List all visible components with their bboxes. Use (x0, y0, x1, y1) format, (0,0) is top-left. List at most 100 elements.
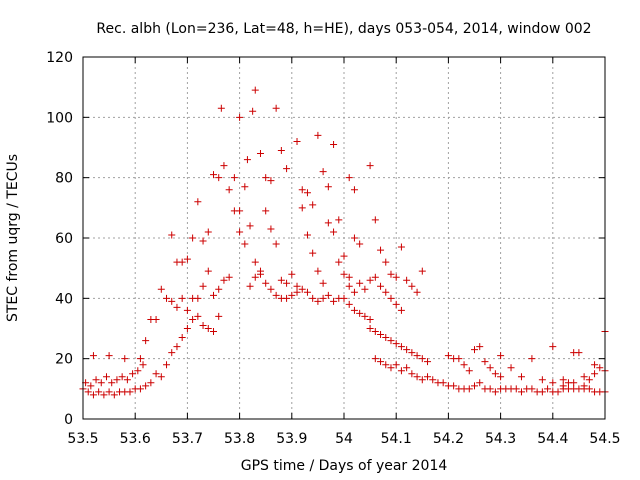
data-point (298, 186, 306, 194)
data-point (371, 273, 379, 281)
data-point (298, 285, 306, 293)
data-point (397, 343, 405, 351)
data-point (126, 388, 134, 396)
data-point (403, 276, 411, 284)
data-point (84, 388, 92, 396)
data-point (168, 297, 176, 305)
y-tick-label: 60 (55, 231, 73, 247)
data-point (330, 228, 338, 236)
data-point (314, 131, 322, 139)
data-point (309, 294, 317, 302)
data-point (371, 328, 379, 336)
data-point (136, 385, 144, 393)
data-point (163, 361, 171, 369)
data-point (272, 240, 280, 248)
data-point (366, 315, 374, 323)
data-point (220, 276, 228, 284)
data-point (89, 391, 97, 399)
data-point (267, 177, 275, 185)
data-point (507, 364, 515, 372)
data-point (288, 291, 296, 299)
data-point (178, 294, 186, 302)
data-point (387, 364, 395, 372)
data-point (439, 379, 447, 387)
data-point (460, 361, 468, 369)
data-point (350, 234, 358, 242)
data-point (241, 240, 249, 248)
data-point (382, 334, 390, 342)
data-point (356, 279, 364, 287)
data-point (538, 388, 546, 396)
data-point (450, 382, 458, 390)
data-point (277, 276, 285, 284)
data-point (382, 258, 390, 266)
data-point (189, 234, 197, 242)
data-point (549, 379, 557, 387)
x-axis-label: GPS time / Days of year 2014 (241, 458, 448, 474)
data-point (350, 288, 358, 296)
data-point (157, 285, 165, 293)
data-point (340, 294, 348, 302)
data-point (319, 294, 327, 302)
data-point (408, 282, 416, 290)
x-tick-label: 54 (335, 431, 353, 447)
data-point (324, 219, 332, 227)
data-point (429, 376, 437, 384)
data-point (194, 312, 202, 320)
data-point (173, 343, 181, 351)
data-point (236, 228, 244, 236)
data-point (225, 186, 233, 194)
x-tick-label: 54.2 (433, 431, 464, 447)
data-point (585, 376, 593, 384)
data-point (267, 285, 275, 293)
data-point (89, 352, 97, 360)
data-point (210, 328, 217, 336)
data-point (392, 273, 400, 281)
data-point (230, 174, 238, 182)
data-point (413, 352, 421, 360)
data-point (345, 300, 353, 308)
data-point (418, 376, 426, 384)
data-point (199, 237, 207, 245)
data-point (418, 355, 426, 363)
data-point (559, 376, 567, 384)
data-point (350, 306, 358, 314)
data-point (256, 270, 264, 278)
data-point (267, 225, 275, 233)
data-point (272, 291, 280, 299)
data-point (377, 358, 385, 366)
data-point (424, 358, 432, 366)
data-points (79, 86, 609, 399)
data-point (236, 113, 244, 121)
data-point (121, 355, 129, 363)
data-point (194, 198, 202, 206)
data-point (481, 358, 489, 366)
data-point (134, 367, 142, 375)
data-point (249, 107, 257, 115)
data-point (408, 370, 416, 378)
data-point (476, 343, 484, 351)
data-point (324, 183, 332, 191)
data-point (538, 376, 546, 384)
data-point (314, 267, 322, 275)
data-point (528, 355, 536, 363)
data-point (361, 312, 369, 320)
data-point (392, 300, 400, 308)
y-axis: 0 20 40 60 80 100 120 (46, 50, 605, 428)
data-point (371, 216, 379, 224)
data-point (139, 361, 147, 369)
data-point (100, 391, 108, 399)
data-point (236, 207, 244, 215)
y-axis-label: STEC from uqrg / TECUs (5, 154, 21, 322)
chart-title: Rec. albh (Lon=236, Lat=48, h=HE), days … (96, 21, 591, 37)
data-point (413, 288, 421, 296)
grid-lines (83, 57, 605, 419)
data-point (591, 370, 599, 378)
data-point (319, 279, 327, 287)
x-tick-label: 54.5 (589, 431, 620, 447)
data-point (183, 325, 191, 332)
data-point (157, 373, 165, 381)
data-point (199, 282, 207, 290)
data-point (330, 297, 338, 305)
data-point (225, 273, 233, 281)
